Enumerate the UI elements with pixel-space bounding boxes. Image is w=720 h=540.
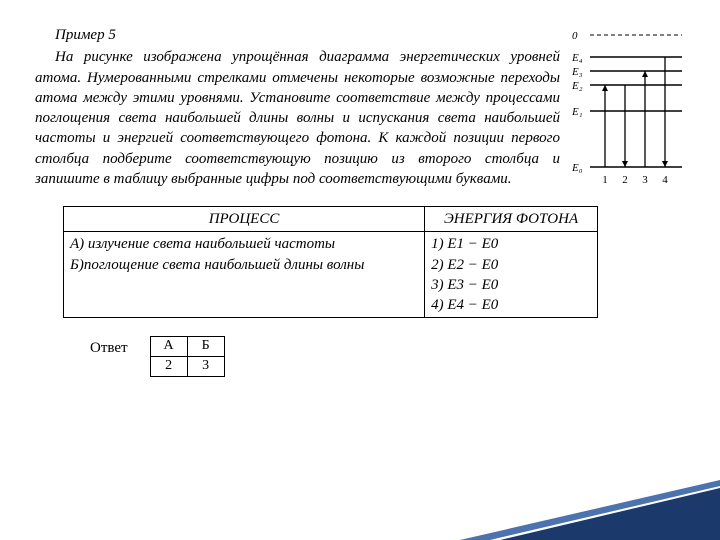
match-table: ПРОЦЕСС ЭНЕРГИЯ ФОТОНА А) излучение свет… [63,206,598,318]
slide-decoration [460,480,720,540]
answer-label: Ответ [90,336,128,358]
svg-text:4: 4 [662,174,668,186]
svg-text:E₂: E₂ [571,80,583,92]
svg-text:E₄: E₄ [571,52,583,64]
svg-text:E₀: E₀ [571,162,583,174]
example-title: Пример 5 [35,25,560,45]
energy-cell: 1) E1 − E0 2) E2 − E0 3) E3 − E0 4) E4 −… [425,232,598,318]
energy-diagram: 0 E₄ E₃ E₂ E₁ E₀ 1 2 3 4 [570,25,685,200]
svg-text:1: 1 [602,174,608,186]
col-header-process: ПРОЦЕСС [64,207,425,232]
col-header-energy: ЭНЕРГИЯ ФОТОНА [425,207,598,232]
answer-table: А Б 2 3 [150,336,225,377]
svg-text:E₁: E₁ [571,106,583,118]
svg-text:E₃: E₃ [571,66,583,78]
problem-text: На рисунке изображена упрощённая диаграм… [35,47,560,189]
svg-text:0: 0 [572,30,578,42]
process-cell: А) излучение света наибольшей частоты Б)… [64,232,425,318]
svg-text:2: 2 [622,174,628,186]
svg-text:3: 3 [642,174,648,186]
